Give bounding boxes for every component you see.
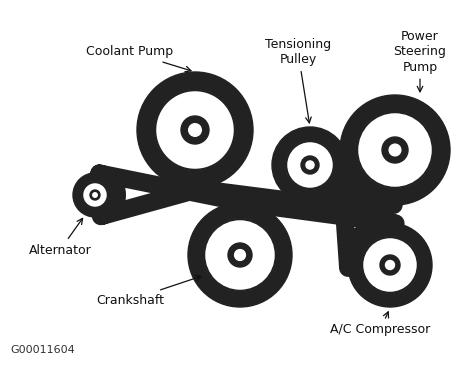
Circle shape	[90, 190, 100, 200]
Circle shape	[272, 127, 348, 203]
Circle shape	[340, 95, 450, 205]
Circle shape	[82, 182, 108, 208]
Text: Crankshaft: Crankshaft	[96, 276, 201, 307]
Circle shape	[362, 237, 418, 293]
Circle shape	[73, 173, 117, 217]
Circle shape	[204, 219, 276, 291]
Circle shape	[380, 255, 400, 275]
Text: Power
Steering
Pump: Power Steering Pump	[393, 31, 447, 92]
Circle shape	[188, 203, 292, 307]
Text: Coolant Pump: Coolant Pump	[86, 46, 191, 72]
Text: Tensioning
Pulley: Tensioning Pulley	[265, 38, 331, 123]
Circle shape	[137, 72, 253, 188]
Circle shape	[155, 90, 235, 170]
Circle shape	[357, 112, 433, 188]
Circle shape	[228, 243, 252, 267]
Circle shape	[389, 144, 401, 156]
Circle shape	[189, 124, 201, 136]
Text: A/C Compressor: A/C Compressor	[330, 312, 430, 337]
Circle shape	[235, 250, 246, 260]
Text: G00011604: G00011604	[10, 345, 75, 355]
Text: Alternator: Alternator	[28, 218, 91, 257]
Circle shape	[382, 137, 408, 163]
Circle shape	[301, 156, 319, 174]
Circle shape	[348, 223, 432, 307]
Circle shape	[385, 261, 394, 269]
Circle shape	[306, 161, 314, 169]
Circle shape	[181, 116, 209, 144]
Circle shape	[286, 141, 334, 189]
Circle shape	[93, 193, 97, 197]
